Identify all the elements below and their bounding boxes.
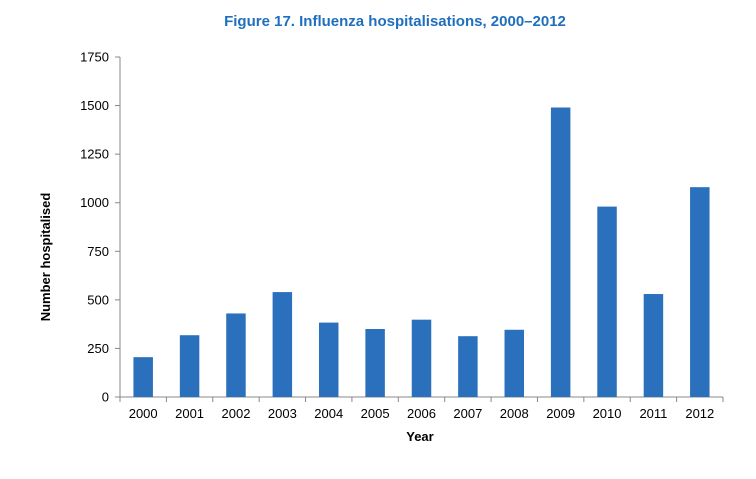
bar-2012 — [690, 187, 710, 397]
x-tick-label: 2006 — [407, 406, 436, 421]
x-tick-label: 2009 — [546, 406, 575, 421]
bar-2006 — [411, 319, 432, 397]
x-tick-label: 2001 — [175, 406, 204, 421]
x-tick-label: 2000 — [129, 406, 158, 421]
bar-2007 — [458, 336, 478, 397]
x-tick-label: 2004 — [314, 406, 343, 421]
x-tick-label: 2003 — [268, 406, 297, 421]
chart-title: Figure 17. Influenza hospitalisations, 2… — [224, 13, 566, 30]
y-tick-label: 0 — [102, 390, 109, 405]
x-axis: 2000 2001 2002 2003 2004 2005 2006 2007 2008 2009… — [119, 396, 724, 421]
bar-2000 — [133, 357, 153, 397]
y-tick-label: 750 — [87, 244, 109, 259]
x-tick-label: 2007 — [453, 406, 482, 421]
y-tick-label: 1500 — [80, 98, 109, 113]
y-axis-title: Number hospitalised — [38, 193, 53, 322]
bars — [133, 107, 710, 397]
bar-2009 — [550, 107, 571, 397]
x-tick-label: 2005 — [361, 406, 390, 421]
y-axis: 0 250 500 750 1000 1250 1500 1750 — [80, 50, 121, 405]
bar-2008 — [504, 329, 525, 397]
bar-2004 — [318, 322, 339, 397]
x-tick-label: 2010 — [593, 406, 622, 421]
bar-2001 — [179, 335, 200, 397]
bar-2011 — [643, 294, 664, 397]
x-axis-title: Year — [406, 429, 433, 444]
y-tick-label: 250 — [87, 341, 109, 356]
bar-2010 — [597, 206, 617, 397]
x-tick-label: 2011 — [639, 406, 667, 421]
bar-2005 — [365, 329, 385, 397]
bar-2002 — [226, 313, 246, 397]
x-tick-label: 2008 — [500, 406, 529, 421]
y-tick-label: 1750 — [80, 50, 109, 65]
y-tick-label: 1000 — [80, 195, 109, 210]
x-tick-label: 2012 — [685, 406, 714, 421]
y-tick-label: 500 — [87, 292, 109, 307]
y-tick-label: 1250 — [80, 147, 109, 162]
bar-2003 — [272, 292, 293, 397]
x-tick-label: 2002 — [222, 406, 251, 421]
